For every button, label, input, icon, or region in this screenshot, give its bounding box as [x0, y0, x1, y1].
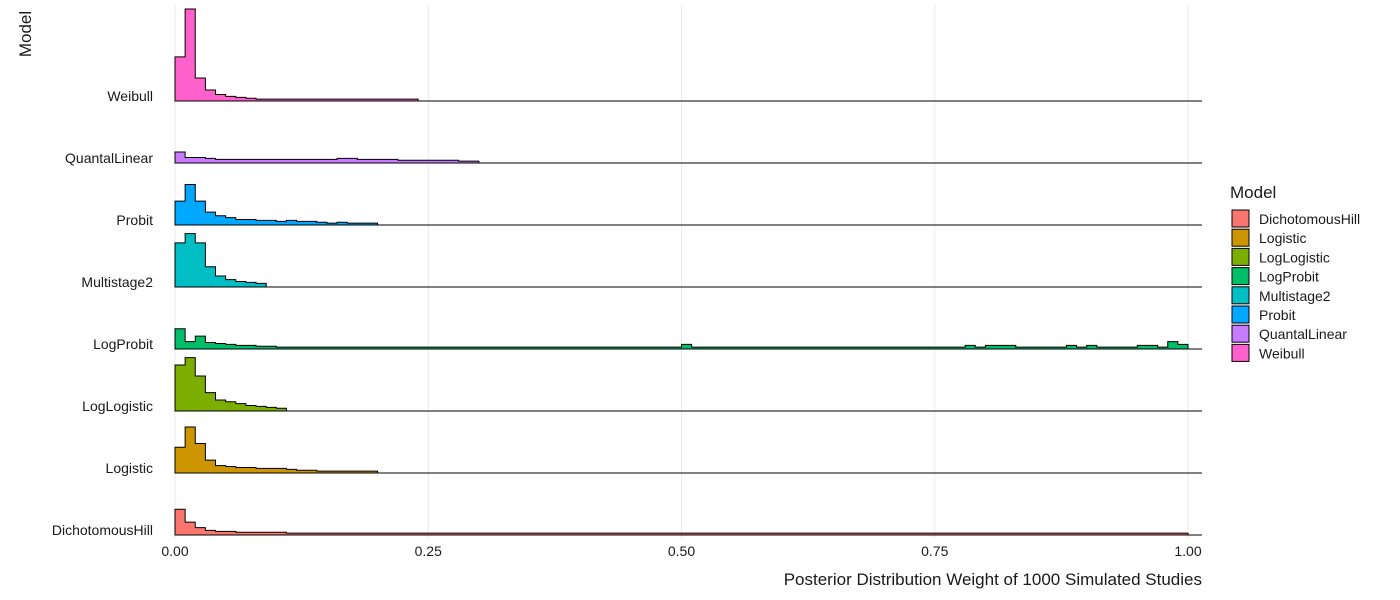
legend-label: Multistage2	[1259, 288, 1331, 304]
ridge-multistage2	[174, 233, 1202, 288]
legend-item-logistic: Logistic	[1231, 228, 1306, 247]
ridge-logistic	[174, 426, 1202, 474]
legend-label: QuantalLinear	[1259, 326, 1347, 342]
x-tick-label: 0.50	[668, 543, 695, 559]
y-tick-label: QuantalLinear	[65, 150, 153, 166]
ridge-loglogistic	[174, 357, 1202, 412]
ridge-quantallinear	[174, 151, 1202, 164]
legend-swatch	[1231, 247, 1250, 266]
legend-swatch	[1231, 343, 1250, 362]
legend-swatch	[1231, 267, 1250, 286]
legend-swatch	[1231, 228, 1250, 247]
ridges	[174, 8, 1202, 536]
histogram-logprobit	[174, 328, 1189, 350]
ridge-weibull	[174, 8, 1202, 102]
ridge-dichotomoushill	[174, 508, 1202, 536]
y-tick-label: LogProbit	[93, 336, 153, 352]
legend-label: LogLogistic	[1259, 249, 1330, 265]
y-tick-label: Weibull	[107, 88, 153, 104]
x-tick-labels: 0.00 0.25 0.50 0.75 1.00	[161, 543, 1201, 559]
ridge-probit	[174, 184, 1202, 226]
y-tick-label: LogLogistic	[82, 398, 153, 414]
legend-swatch	[1231, 286, 1250, 305]
legend-items: DichotomousHill Logistic LogLogistic LogPro…	[1231, 209, 1360, 362]
ridge-logprobit	[174, 328, 1202, 350]
legend-item-multistage2: Multistage2	[1231, 286, 1331, 305]
y-axis-title: Model	[16, 11, 35, 57]
legend-title: Model	[1230, 183, 1276, 202]
x-axis-title: Posterior Distribution Weight of 1000 Si…	[784, 570, 1202, 589]
x-tick-label: 1.00	[1174, 543, 1201, 559]
y-tick-label: Probit	[116, 212, 153, 228]
legend-item-loglogistic: LogLogistic	[1231, 247, 1330, 266]
legend-label: Logistic	[1259, 230, 1306, 246]
legend-swatch	[1231, 209, 1250, 228]
legend: Model DichotomousHill Logistic LogLogistic…	[1230, 183, 1360, 362]
legend-item-weibull: Weibull	[1231, 343, 1305, 362]
y-tick-labels: DichotomousHill Logistic LogLogistic LogPro…	[52, 88, 153, 538]
legend-label: DichotomousHill	[1259, 211, 1360, 227]
x-tick-label: 0.00	[161, 543, 188, 559]
gridlines	[174, 5, 1189, 538]
x-tick-label: 0.25	[415, 543, 442, 559]
legend-item-logprobit: LogProbit	[1231, 267, 1319, 286]
histogram-dichotomoushill	[174, 508, 1189, 536]
x-tick-label: 0.75	[921, 543, 948, 559]
y-tick-label: Logistic	[106, 460, 153, 476]
legend-item-dichotomoushill: DichotomousHill	[1231, 209, 1360, 228]
legend-swatch	[1231, 324, 1250, 343]
legend-swatch	[1231, 305, 1250, 324]
y-tick-label: DichotomousHill	[52, 522, 153, 538]
legend-label: LogProbit	[1259, 269, 1319, 285]
legend-item-probit: Probit	[1231, 305, 1296, 324]
y-tick-label: Multistage2	[81, 274, 153, 290]
legend-label: Weibull	[1259, 345, 1305, 361]
legend-label: Probit	[1259, 307, 1296, 323]
legend-item-quantallinear: QuantalLinear	[1231, 324, 1347, 343]
